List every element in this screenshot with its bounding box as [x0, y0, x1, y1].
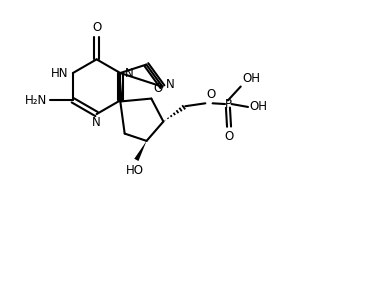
Text: H₂N: H₂N — [25, 94, 47, 107]
Text: OH: OH — [243, 72, 260, 85]
Text: OH: OH — [250, 100, 268, 114]
Text: HO: HO — [125, 164, 144, 177]
Text: O: O — [154, 82, 163, 95]
Polygon shape — [118, 73, 123, 102]
Text: HN: HN — [51, 67, 68, 79]
Text: N: N — [92, 116, 101, 129]
Text: O: O — [92, 21, 101, 34]
Text: N: N — [125, 67, 134, 79]
Text: O: O — [224, 130, 234, 143]
Text: N: N — [166, 78, 175, 91]
Text: O: O — [207, 88, 216, 102]
Polygon shape — [134, 141, 147, 161]
Text: P: P — [224, 98, 231, 111]
